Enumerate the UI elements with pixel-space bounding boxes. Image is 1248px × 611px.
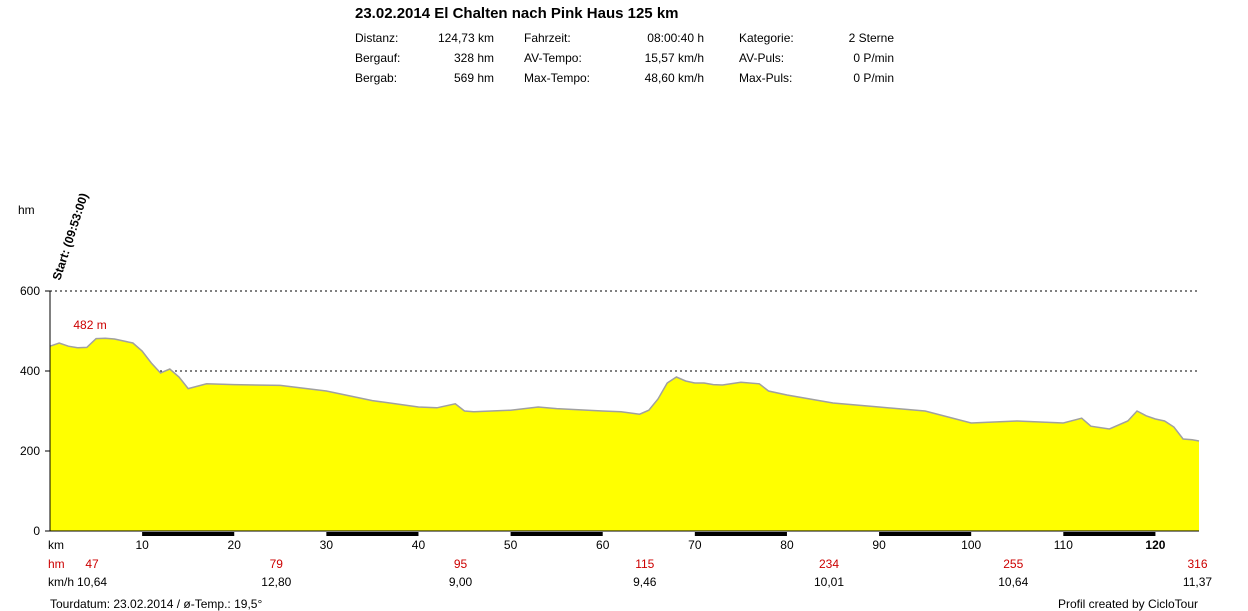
stat-label-bergab: Bergab: — [355, 71, 398, 85]
speed-value-1: 12,80 — [261, 575, 291, 589]
stat-label-bergauf: Bergauf: — [355, 51, 401, 65]
stat-value-max-puls: 0 P/min — [853, 71, 894, 85]
hm-value-4: 234 — [819, 557, 839, 571]
speed-value-0: 10,64 — [77, 575, 107, 589]
x-tick-label-30: 30 — [320, 538, 334, 552]
speed-value-2: 9,00 — [449, 575, 473, 589]
stat-label-av-tempo: AV-Tempo: — [524, 51, 582, 65]
stat-value-bergab: 569 hm — [453, 71, 494, 85]
x-tick-label-100: 100 — [961, 538, 981, 552]
start-label: Start: (09:53:00) — [50, 191, 91, 282]
y-axis-label: hm — [18, 203, 35, 217]
distance-bar-30 — [326, 532, 419, 536]
row-label-km: km — [48, 538, 64, 552]
x-tick-label-50: 50 — [504, 538, 518, 552]
x-tick-label-90: 90 — [872, 538, 886, 552]
x-tick-label-110: 110 — [1054, 538, 1073, 552]
stat-label-fahrzeit: Fahrzeit: — [524, 31, 571, 45]
y-tick-label-0: 0 — [33, 524, 40, 538]
stat-value-av-tempo: 15,57 km/h — [644, 51, 704, 65]
y-tick-label-600: 600 — [20, 284, 40, 298]
hm-value-0: 47 — [85, 557, 99, 571]
stat-label-av-puls: AV-Puls: — [739, 51, 785, 65]
distance-bar-90 — [879, 532, 972, 536]
stat-label-kategorie: Kategorie: — [739, 31, 794, 45]
footer-tour-date: Tourdatum: 23.02.2014 / ø-Temp.: 19,5° — [50, 597, 262, 611]
row-label-hm: hm — [48, 557, 65, 571]
max-elevation-label: 482 m — [73, 318, 106, 332]
hm-value-6: 316 — [1187, 557, 1207, 571]
speed-value-5: 10,64 — [998, 575, 1028, 589]
x-tick-label-70: 70 — [688, 538, 702, 552]
y-tick-label-200: 200 — [20, 444, 40, 458]
footer-credit: Profil created by CicloTour — [1058, 597, 1198, 611]
stat-value-max-tempo: 48,60 km/h — [644, 71, 704, 85]
x-tick-label-60: 60 — [596, 538, 610, 552]
stat-value-av-puls: 0 P/min — [853, 51, 894, 65]
x-tick-label-120: 120 — [1145, 538, 1165, 552]
speed-value-4: 10,01 — [814, 575, 844, 589]
stat-value-bergauf: 328 hm — [453, 51, 494, 65]
x-tick-label-20: 20 — [228, 538, 242, 552]
speed-value-3: 9,46 — [633, 575, 657, 589]
chart-title: 23.02.2014 El Chalten nach Pink Haus 125… — [355, 5, 679, 22]
row-label-km-h: km/h — [48, 575, 74, 589]
distance-bar-10 — [142, 532, 235, 536]
elevation-area — [50, 338, 1199, 531]
hm-value-5: 255 — [1003, 557, 1023, 571]
hm-value-2: 95 — [454, 557, 468, 571]
stat-label-max-puls: Max-Puls: — [739, 71, 793, 85]
x-tick-label-80: 80 — [780, 538, 794, 552]
stat-label-distanz: Distanz: — [355, 31, 399, 45]
stat-value-distanz: 124,73 km — [437, 31, 494, 45]
distance-bar-70 — [694, 532, 787, 536]
hm-value-3: 115 — [635, 557, 654, 571]
hm-value-1: 79 — [270, 557, 284, 571]
y-tick-label-400: 400 — [20, 364, 40, 378]
distance-bar-110 — [1063, 532, 1156, 536]
x-tick-label-10: 10 — [135, 538, 149, 552]
speed-value-6: 11,37 — [1183, 575, 1212, 589]
stat-label-max-tempo: Max-Tempo: — [524, 71, 591, 85]
stat-value-fahrzeit: 08:00:40 h — [647, 31, 704, 45]
elevation-line — [49, 337, 1200, 442]
stat-value-kategorie: 2 Sterne — [848, 31, 894, 45]
x-tick-label-40: 40 — [412, 538, 426, 552]
distance-bar-50 — [510, 532, 603, 536]
